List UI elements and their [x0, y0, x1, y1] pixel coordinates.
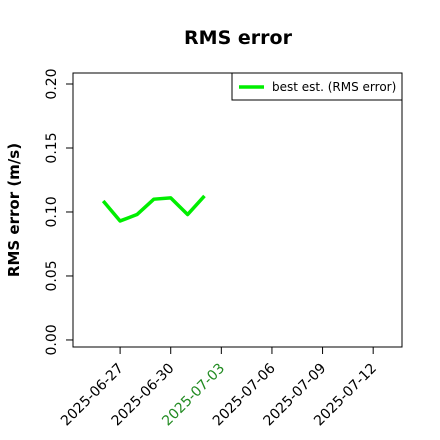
plot-frame: [72, 72, 403, 348]
y-tick-label: 0.20: [44, 68, 60, 99]
y-tick-label: 0.05: [44, 260, 60, 291]
y-tick-label: 0.00: [44, 324, 60, 355]
chart-title: RMS error: [184, 27, 293, 49]
y-axis-label: RMS error (m/s): [5, 143, 23, 277]
series-line: [101, 194, 206, 223]
y-tick-label: 0.15: [44, 132, 60, 163]
y-tick-label: 0.10: [44, 196, 60, 227]
legend-label: best est. (RMS error): [272, 80, 396, 94]
